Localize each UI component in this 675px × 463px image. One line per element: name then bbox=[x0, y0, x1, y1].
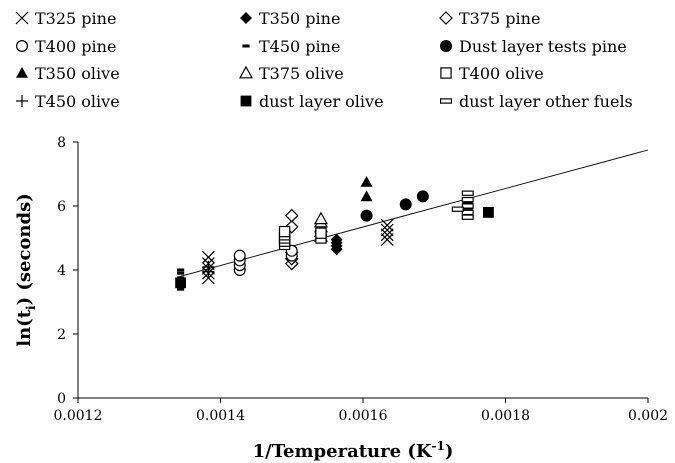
x-axis-title-main: 1/Temperature (K bbox=[253, 441, 433, 462]
legend-marker bbox=[16, 39, 29, 52]
y-tick-label: 0 bbox=[57, 391, 66, 407]
data-point bbox=[315, 227, 327, 239]
x-axis-title-close: ) bbox=[445, 441, 454, 462]
data-point bbox=[461, 190, 474, 196]
legend-marker bbox=[15, 11, 29, 25]
axis-titles: 1/Temperature (K-1) ln(ti) (seconds) bbox=[14, 193, 453, 462]
trendline-line bbox=[177, 149, 649, 278]
data-point bbox=[175, 277, 186, 289]
data-points bbox=[175, 176, 494, 291]
legend-label: T400 pine bbox=[35, 37, 116, 56]
legend-marker bbox=[242, 44, 250, 48]
data-point bbox=[177, 287, 185, 291]
data-point bbox=[451, 206, 464, 212]
x-tick-label: 0.002 bbox=[628, 408, 668, 424]
legend-label: dust layer olive bbox=[259, 92, 384, 111]
data-point bbox=[278, 225, 291, 238]
data-point bbox=[313, 211, 328, 225]
data-point bbox=[201, 271, 215, 285]
data-point bbox=[360, 190, 373, 202]
legend: T325 pine T350 pine T375 pine T400 pine T450… bbox=[15, 9, 633, 111]
data-point bbox=[380, 228, 394, 242]
x-tick-label: 0.0018 bbox=[481, 408, 530, 424]
legend-marker bbox=[439, 11, 453, 25]
x-axis-title-sup: -1 bbox=[432, 439, 445, 453]
data-point bbox=[202, 260, 215, 273]
y-axis-title: ln(ti) (seconds) bbox=[14, 193, 38, 347]
legend-label: T375 olive bbox=[259, 64, 344, 83]
legend-marker bbox=[238, 65, 254, 79]
data-point bbox=[330, 233, 343, 246]
data-point bbox=[201, 250, 215, 264]
y-tick-label: 6 bbox=[57, 199, 66, 215]
legend-label: T400 olive bbox=[459, 64, 544, 83]
legend-label: T350 olive bbox=[35, 64, 120, 83]
x-tick-label: 0.0016 bbox=[339, 408, 388, 424]
trendline bbox=[177, 149, 649, 278]
y-axis-title-close: ) (seconds) bbox=[14, 193, 35, 305]
legend-label: T325 pine bbox=[35, 9, 116, 28]
legend-marker bbox=[240, 95, 252, 107]
data-point bbox=[461, 203, 474, 209]
legend-label: Dust layer tests pine bbox=[459, 37, 627, 56]
legend-label: dust layer other fuels bbox=[459, 92, 633, 111]
data-point bbox=[284, 208, 299, 223]
legend-marker bbox=[440, 67, 452, 79]
data-point bbox=[360, 209, 373, 222]
data-point bbox=[360, 176, 373, 187]
y-tick-label: 8 bbox=[57, 135, 66, 151]
data-point bbox=[380, 218, 394, 232]
data-point bbox=[177, 268, 185, 272]
legend-label: T375 pine bbox=[459, 9, 540, 28]
legend-label: T450 olive bbox=[35, 92, 120, 111]
data-point bbox=[461, 214, 474, 220]
data-point bbox=[177, 271, 185, 275]
data-point bbox=[399, 198, 412, 211]
data-point bbox=[380, 223, 394, 237]
legend-marker bbox=[16, 95, 28, 107]
data-point bbox=[416, 190, 429, 203]
y-tick-label: 4 bbox=[57, 263, 66, 279]
data-point bbox=[380, 233, 394, 247]
x-axis-title: 1/Temperature (K-1) bbox=[253, 439, 454, 462]
y-tick-label: 2 bbox=[57, 327, 66, 343]
y-axis-title-main: ln(t bbox=[14, 309, 35, 346]
legend-label: T350 pine bbox=[259, 9, 340, 28]
x-tick-label: 0.0012 bbox=[54, 408, 103, 424]
data-point bbox=[233, 249, 246, 262]
data-point bbox=[461, 196, 474, 203]
y-axis-title-sub: i bbox=[24, 305, 38, 310]
legend-label: T450 pine bbox=[259, 37, 340, 56]
data-point bbox=[461, 209, 474, 216]
legend-marker bbox=[440, 40, 452, 52]
axes: 0 2 4 6 8 0.0012 0.0014 0.0016 0.0018 0.002 bbox=[54, 135, 669, 424]
legend-marker bbox=[240, 12, 252, 24]
data-point bbox=[483, 207, 494, 218]
legend-marker bbox=[440, 98, 453, 104]
x-tick-label: 0.0014 bbox=[196, 408, 245, 424]
legend-marker bbox=[16, 67, 28, 78]
